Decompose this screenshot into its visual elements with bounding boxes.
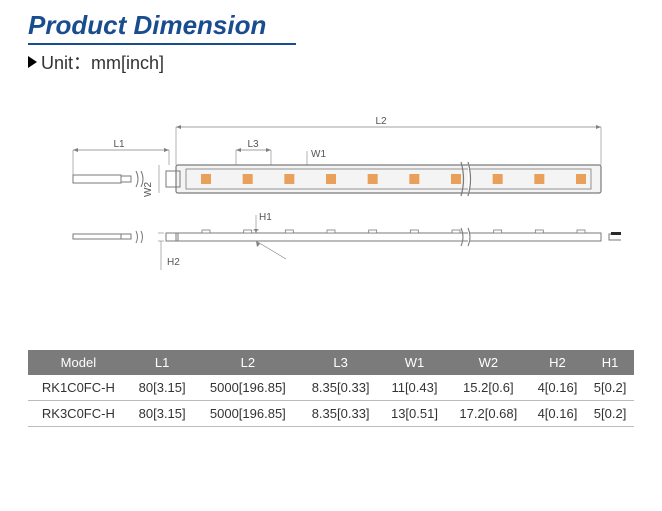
svg-text:W1: W1	[311, 149, 326, 160]
table-cell: 11[0.43]	[381, 375, 448, 401]
table-cell: 17.2[0.68]	[448, 401, 529, 427]
table-cell: 15.2[0.6]	[448, 375, 529, 401]
dimension-diagram: L2 L1 L3 W1 W2 H1 H2	[41, 115, 621, 300]
unit-row: Unit：mm[inch]	[28, 49, 634, 75]
unit-label: Unit：mm[inch]	[41, 49, 164, 75]
table-cell: RK1C0FC-H	[28, 375, 129, 401]
table-cell: 4[0.16]	[529, 401, 586, 427]
table-header-cell: W1	[381, 350, 448, 375]
diagram-svg: L2 L1 L3 W1 W2 H1 H2	[41, 115, 621, 295]
table-header-cell: W2	[448, 350, 529, 375]
table-header-row: ModelL1L2L3W1W2H2H1	[28, 350, 634, 375]
svg-text:H1: H1	[259, 212, 272, 223]
triangle-marker-icon	[28, 56, 37, 68]
svg-text:H2: H2	[167, 257, 180, 268]
table-cell: 80[3.15]	[129, 401, 196, 427]
table-cell: 5000[196.85]	[196, 401, 301, 427]
table-cell: 80[3.15]	[129, 375, 196, 401]
table-header-cell: L2	[196, 350, 301, 375]
svg-text:L3: L3	[247, 139, 259, 150]
table-header-cell: L3	[300, 350, 381, 375]
table-cell: 5[0.2]	[586, 375, 634, 401]
table-cell: 8.35[0.33]	[300, 401, 381, 427]
table-header-cell: H2	[529, 350, 586, 375]
table-cell: 4[0.16]	[529, 375, 586, 401]
table-cell: 5000[196.85]	[196, 375, 301, 401]
table-row: RK3C0FC-H80[3.15]5000[196.85]8.35[0.33]1…	[28, 401, 634, 427]
table-cell: 8.35[0.33]	[300, 375, 381, 401]
table-header-cell: Model	[28, 350, 129, 375]
table-header-cell: H1	[586, 350, 634, 375]
table-header-cell: L1	[129, 350, 196, 375]
svg-text:L2: L2	[375, 116, 387, 127]
table-cell: RK3C0FC-H	[28, 401, 129, 427]
svg-text:L1: L1	[113, 139, 125, 150]
svg-text:W2: W2	[143, 182, 154, 197]
page-title: Product Dimension	[28, 10, 296, 45]
table-cell: 13[0.51]	[381, 401, 448, 427]
table-cell: 5[0.2]	[586, 401, 634, 427]
dimension-table: ModelL1L2L3W1W2H2H1 RK1C0FC-H80[3.15]500…	[28, 350, 634, 427]
table-row: RK1C0FC-H80[3.15]5000[196.85]8.35[0.33]1…	[28, 375, 634, 401]
